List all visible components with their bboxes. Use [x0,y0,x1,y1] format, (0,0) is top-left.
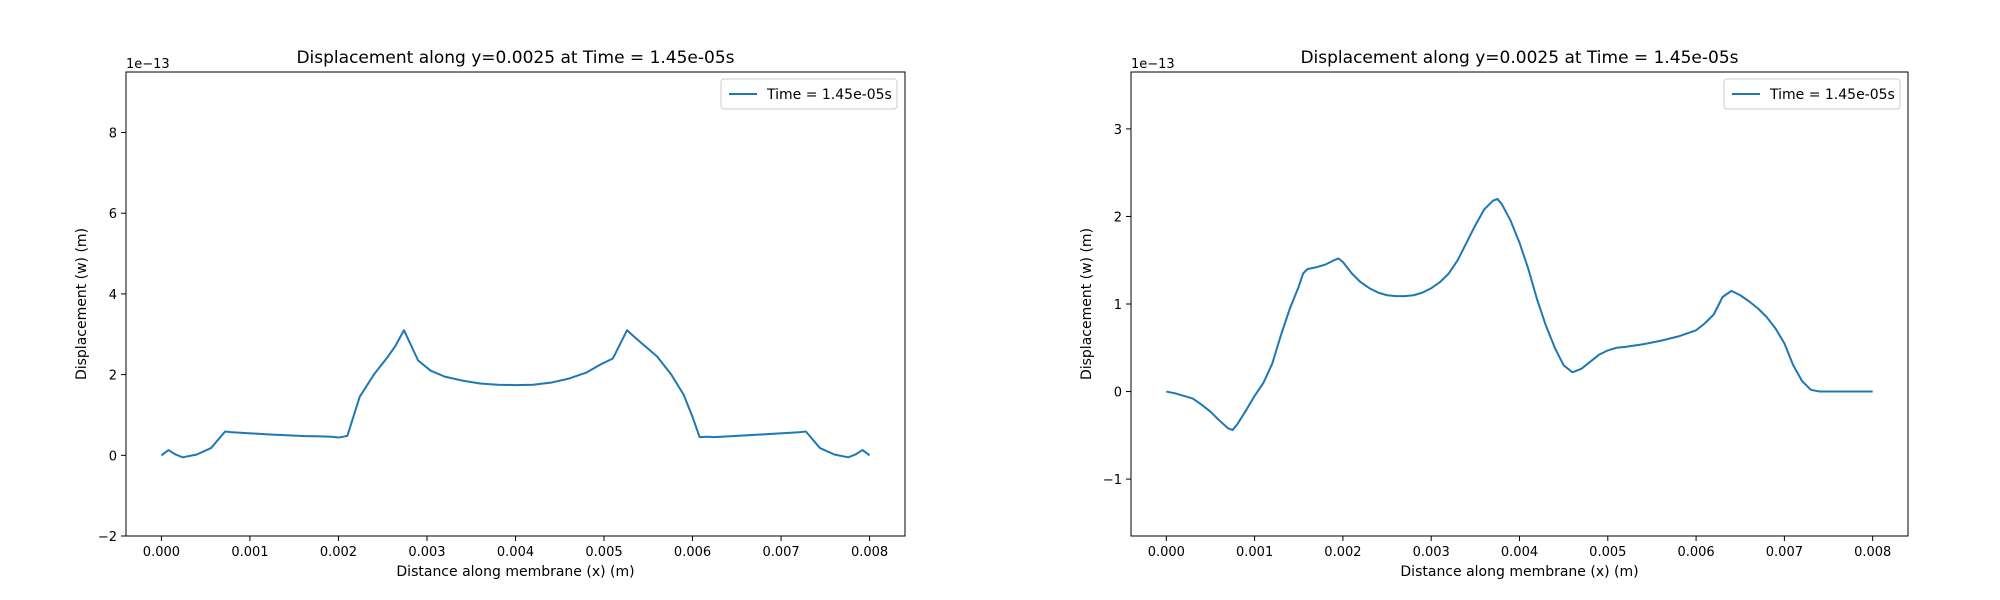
x-tick-label: 0.001 [1236,545,1273,560]
y-tick-label: 2 [109,369,117,384]
y-tick-label: −2 [98,530,117,545]
y-tick-label: −1 [1103,473,1122,488]
x-tick-label: 0.005 [585,545,622,560]
legend: Time = 1.45e-05s [1723,78,1901,110]
legend-box [1723,78,1901,110]
x-tick-label: 0.002 [320,545,357,560]
legend: Time = 1.45e-05s [720,78,898,110]
series-line [160,329,871,459]
legend-label: Time = 1.45e-05s [766,87,892,103]
x-axis-label: Distance along membrane (x) (m) [396,564,634,580]
x-tick-label: 0.000 [143,545,180,560]
y-tick-label: 3 [1114,123,1122,138]
y-tick-label: 8 [109,127,117,142]
y-offset-label: 1e−13 [126,57,170,72]
x-tick-label: 0.002 [1324,545,1361,560]
x-tick-label: 0.004 [1501,545,1538,560]
y-axis-label: Displacement (w) (m) [1079,228,1095,380]
chart-title: Displacement along y=0.0025 at Time = 1.… [1300,48,1738,68]
x-axis-label: Distance along membrane (x) (m) [1400,564,1638,580]
x-tick-label: 0.006 [674,545,711,560]
x-tick-label: 0.005 [1589,545,1626,560]
x-tick-label: 0.004 [497,545,534,560]
chart-2: Displacement along y=0.0025 at Time = 1.… [1079,48,1909,580]
x-tick-label: 0.006 [1677,545,1714,560]
x-tick-label: 0.003 [1413,545,1450,560]
y-tick-label: 4 [109,288,117,303]
axes-frame [125,71,906,537]
y-tick-label: 0 [1114,386,1122,401]
y-tick-label: 2 [1114,210,1122,225]
chart-1: Displacement along y=0.0025 at Time = 1.… [74,48,906,580]
x-tick-label: 0.001 [231,545,268,560]
y-tick-label: 6 [109,207,117,222]
y-axis-label: Displacement (w) (m) [74,228,90,380]
chart-title: Displacement along y=0.0025 at Time = 1.… [296,48,734,68]
y-tick-label: 1 [1114,298,1122,313]
x-tick-label: 0.003 [408,545,445,560]
y-tick-label: 0 [109,449,117,464]
series-line [1166,197,1873,432]
axes-frame [1130,71,1909,537]
x-tick-label: 0.007 [1766,545,1803,560]
x-tick-label: 0.008 [851,545,888,560]
legend-label: Time = 1.45e-05s [1769,87,1895,103]
x-tick-label: 0.007 [762,545,799,560]
x-tick-label: 0.000 [1148,545,1185,560]
x-tick-label: 0.008 [1854,545,1891,560]
y-offset-label: 1e−13 [1131,57,1175,72]
legend-box [720,78,898,110]
